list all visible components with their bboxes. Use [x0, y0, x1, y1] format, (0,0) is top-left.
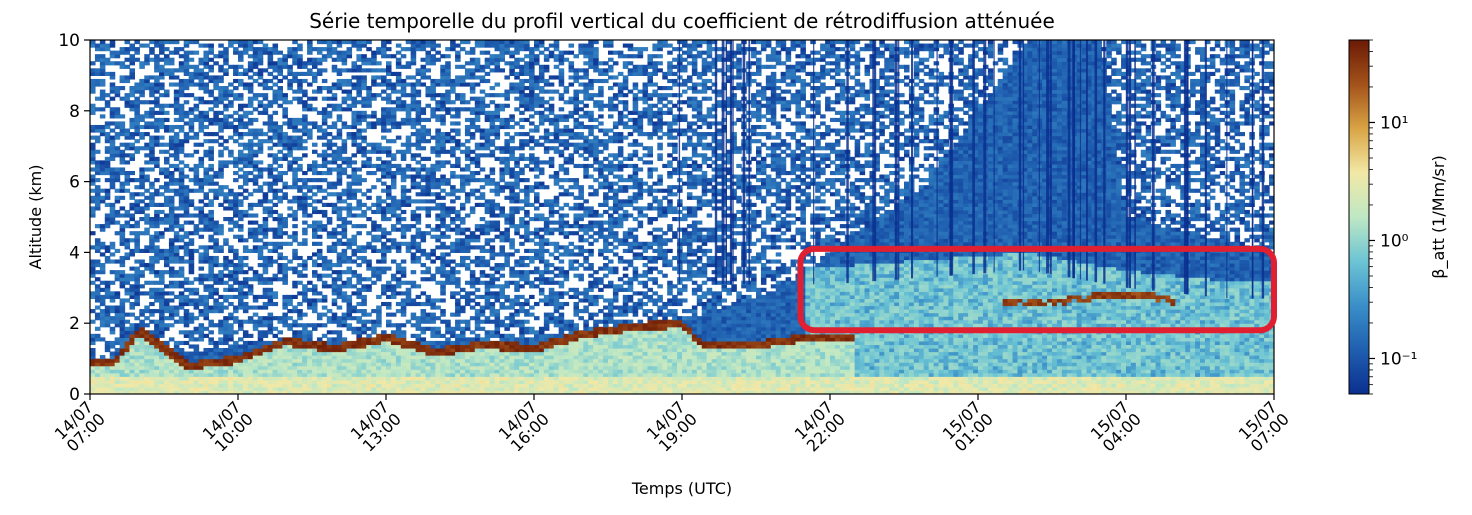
y-tick-label: 0 — [69, 385, 80, 405]
y-tick-label: 8 — [69, 102, 80, 122]
highlight-box — [797, 245, 1278, 334]
y-tick-label: 6 — [69, 173, 80, 193]
chart-title: Série temporelle du profil vertical du c… — [309, 9, 1055, 33]
colorbar-tick-label: 10¹ — [1380, 113, 1408, 133]
y-tick-label: 2 — [69, 314, 80, 334]
colorbar-tick-label: 10⁰ — [1380, 231, 1409, 251]
plot-area — [89, 39, 1278, 395]
colorbar-label: β_att (1/Mm/sr) — [1429, 155, 1449, 278]
colorbar-ticks: 10⁻¹ 10⁰ 10¹ — [1369, 39, 1417, 395]
y-axis: 0 2 4 6 8 10 — [58, 31, 90, 405]
y-tick-label: 10 — [58, 31, 80, 51]
colorbar-bar — [1348, 39, 1370, 395]
colorbar: 10⁻¹ 10⁰ 10¹ β_att (1/Mm/sr) — [1348, 39, 1449, 395]
x-axis-label: Temps (UTC) — [631, 479, 732, 498]
y-tick-label: 4 — [69, 243, 80, 263]
y-axis-label: Altitude (km) — [26, 165, 45, 270]
colorbar-tick-label: 10⁻¹ — [1380, 349, 1417, 369]
heatmap-image — [90, 40, 1274, 394]
